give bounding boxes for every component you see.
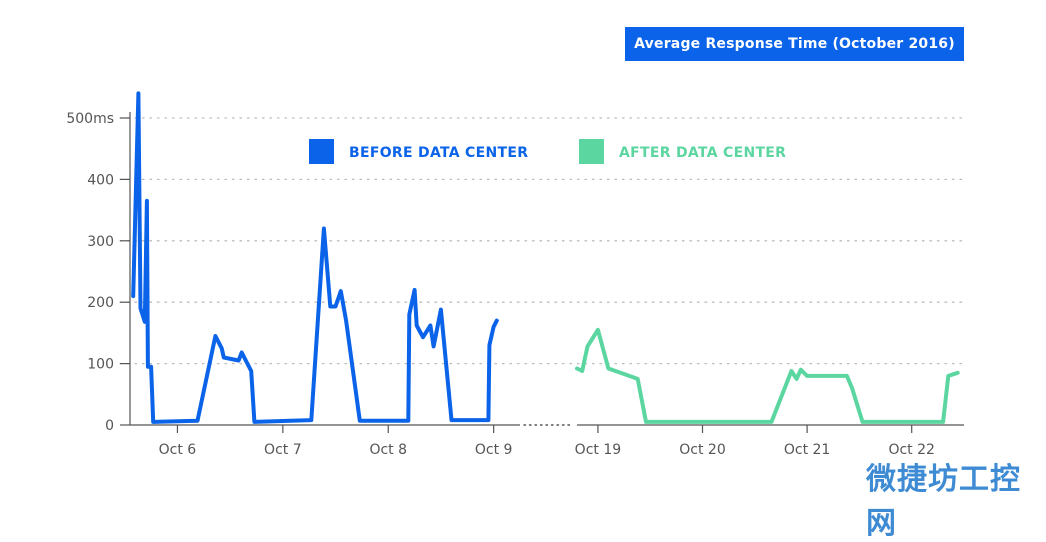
legend-label-before: BEFORE DATA CENTER [349,145,528,161]
before-series-line [131,91,499,424]
chart-title: Average Response Time (October 2016) [625,27,964,61]
watermark: 微捷坊工控网 [866,462,1021,541]
x-tick-label: Oct 22 [888,442,934,458]
legend-swatch-before [309,139,334,164]
y-tick-label: 400 [87,172,114,188]
x-tick-label: Oct 9 [475,442,513,458]
x-tick-label: Oct 20 [679,442,725,458]
y-tick-label: 300 [87,234,114,250]
x-tick-label: Oct 19 [575,442,621,458]
axes: 0 100 200 300 400 500ms Oct 6 Oct 7 Oct 8 Oct 9 Oc… [66,111,964,458]
y-tick-label: 0 [105,418,114,434]
legend-swatch-after [579,139,604,164]
series-lines [131,91,960,424]
response-time-chart: 0 100 200 300 400 500ms Oct 6 Oct 7 Oct 8 Oct 9 Oc… [66,91,965,458]
y-tick-label: 200 [87,295,114,311]
y-tick-label: 100 [87,357,114,373]
x-tick-label: Oct 6 [159,442,197,458]
gridlines [119,117,965,365]
legend: BEFORE DATA CENTER AFTER DATA CENTER [309,139,786,164]
x-tick-label: Oct 8 [369,442,407,458]
x-tick-label: Oct 21 [784,442,830,458]
x-tick-label: Oct 7 [264,442,302,458]
legend-label-after: AFTER DATA CENTER [619,145,786,161]
after-series-line [575,327,960,424]
y-tick-label: 500ms [66,111,114,127]
